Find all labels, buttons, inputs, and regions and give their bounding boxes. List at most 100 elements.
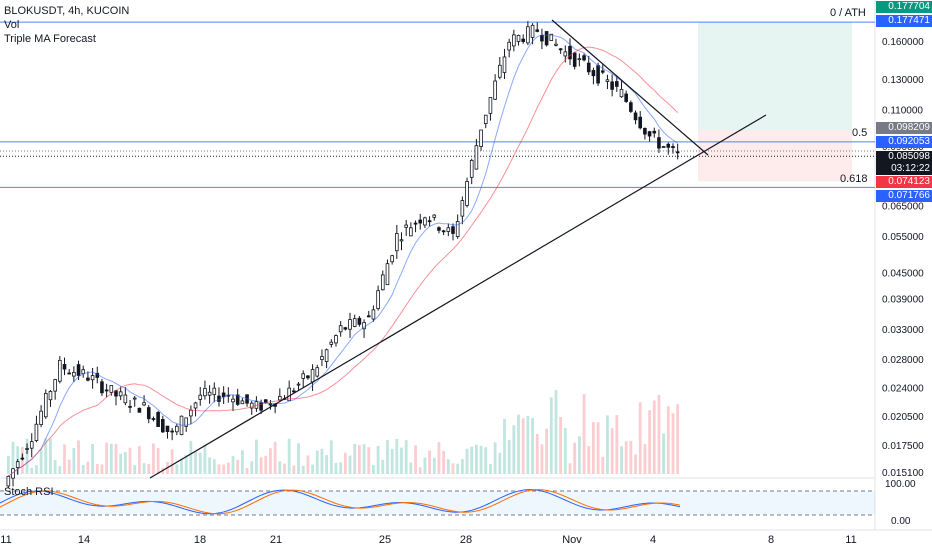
candle-body [380,274,385,291]
volume-bar [652,400,656,474]
candle-body [404,224,408,228]
volume-bar [231,456,235,474]
volume-bar [456,463,460,474]
candle-body [558,48,563,51]
ma-indicator-label[interactable]: Triple MA Forecast [4,33,96,45]
volume-bar [306,455,310,474]
volume-bar [53,460,57,474]
volume-bar [624,441,628,474]
candle-body [591,70,596,77]
candle-body [62,363,67,370]
volume-bar [662,433,666,474]
volume-bar [343,452,347,474]
candle-body [586,62,591,73]
candle-body [362,322,366,330]
volume-bar [634,454,637,474]
candle-body [451,226,455,234]
volume-bar [372,465,375,474]
volume-bar [114,443,118,474]
volume-bar [367,447,371,474]
stoch-d-line [0,489,681,515]
candle-body [535,29,540,32]
volume-bar [606,415,609,474]
volume-bar [465,448,469,474]
candle-body [132,397,137,400]
volume-bar [6,456,10,474]
x-tick-label: 11 [845,534,856,546]
volume-bar [479,445,483,474]
candle-body [278,396,282,401]
countdown-tag: 03:12:22 [876,163,932,175]
volume-bar [226,462,230,474]
volume-bar [442,450,446,474]
candle-body [29,441,34,449]
candle-body [193,402,198,409]
candle-body [34,423,39,441]
x-tick-label: 18 [194,534,206,546]
volume-bar [493,442,497,474]
price-tag-stop: 0.074123 [876,176,932,188]
candle-body [301,373,306,379]
volume-bar [390,448,394,474]
symbol-title[interactable]: BLOKUSDT, 4h, KUCOIN [4,5,130,17]
volume-bar [376,446,380,474]
candle-body [568,45,572,60]
candle-body [530,24,535,38]
candle-body [675,151,680,154]
candle-body [427,220,432,223]
volume-bar [20,446,24,474]
candle-body [572,52,577,67]
volume-bar [568,463,572,474]
candle-body [385,263,390,286]
candle-body [189,409,193,417]
volume-bar [545,428,549,474]
price-tag-golden: 0.071766 [876,190,932,202]
y-tick-label: 0.160000 [882,37,924,48]
y-tick-label: 0.020500 [882,412,924,423]
candle-body [418,219,423,224]
volume-bar [540,444,544,474]
stoch-rsi-label[interactable]: Stoch RSI [4,486,54,498]
volume-bar [81,465,85,474]
y-tick-label: 0.055000 [882,232,924,243]
candle-body [432,214,437,218]
candle-body [507,41,511,51]
volume-bar [554,390,558,474]
candle-body [521,38,526,42]
volume-indicator-label[interactable]: Vol [4,19,20,31]
candle-body [399,239,404,242]
candle-body [90,375,95,381]
volume-bar [49,438,52,474]
volume-bar [128,447,132,474]
volume-bar [362,444,366,474]
x-tick-label: Nov [562,534,582,546]
volume-bar [287,438,291,474]
candle-body [72,371,76,377]
candle-body [76,364,81,376]
volume-bar [582,394,586,474]
candle-body [512,34,516,47]
candle-body [142,402,146,406]
volume-bar [315,450,319,474]
candle-body [137,407,142,413]
volume-bar [292,465,296,474]
candle-body [483,114,488,124]
candle-body [465,181,469,206]
volume-bar [91,444,94,474]
candle-body [263,399,268,403]
volume-bar [269,448,272,474]
volume-bar [250,461,254,474]
volume-bar [404,440,408,474]
candle-body [203,388,207,397]
volume-bar [240,450,244,474]
candle-body [638,116,643,129]
price-tag-last: 0.085098 [876,151,932,163]
volume-bar [386,440,389,474]
candle-body [100,381,104,394]
candle-body [441,230,446,233]
volume-bar [615,415,619,474]
volume-bar [498,452,502,474]
volume-bar [189,440,193,474]
candle-body [446,227,451,232]
